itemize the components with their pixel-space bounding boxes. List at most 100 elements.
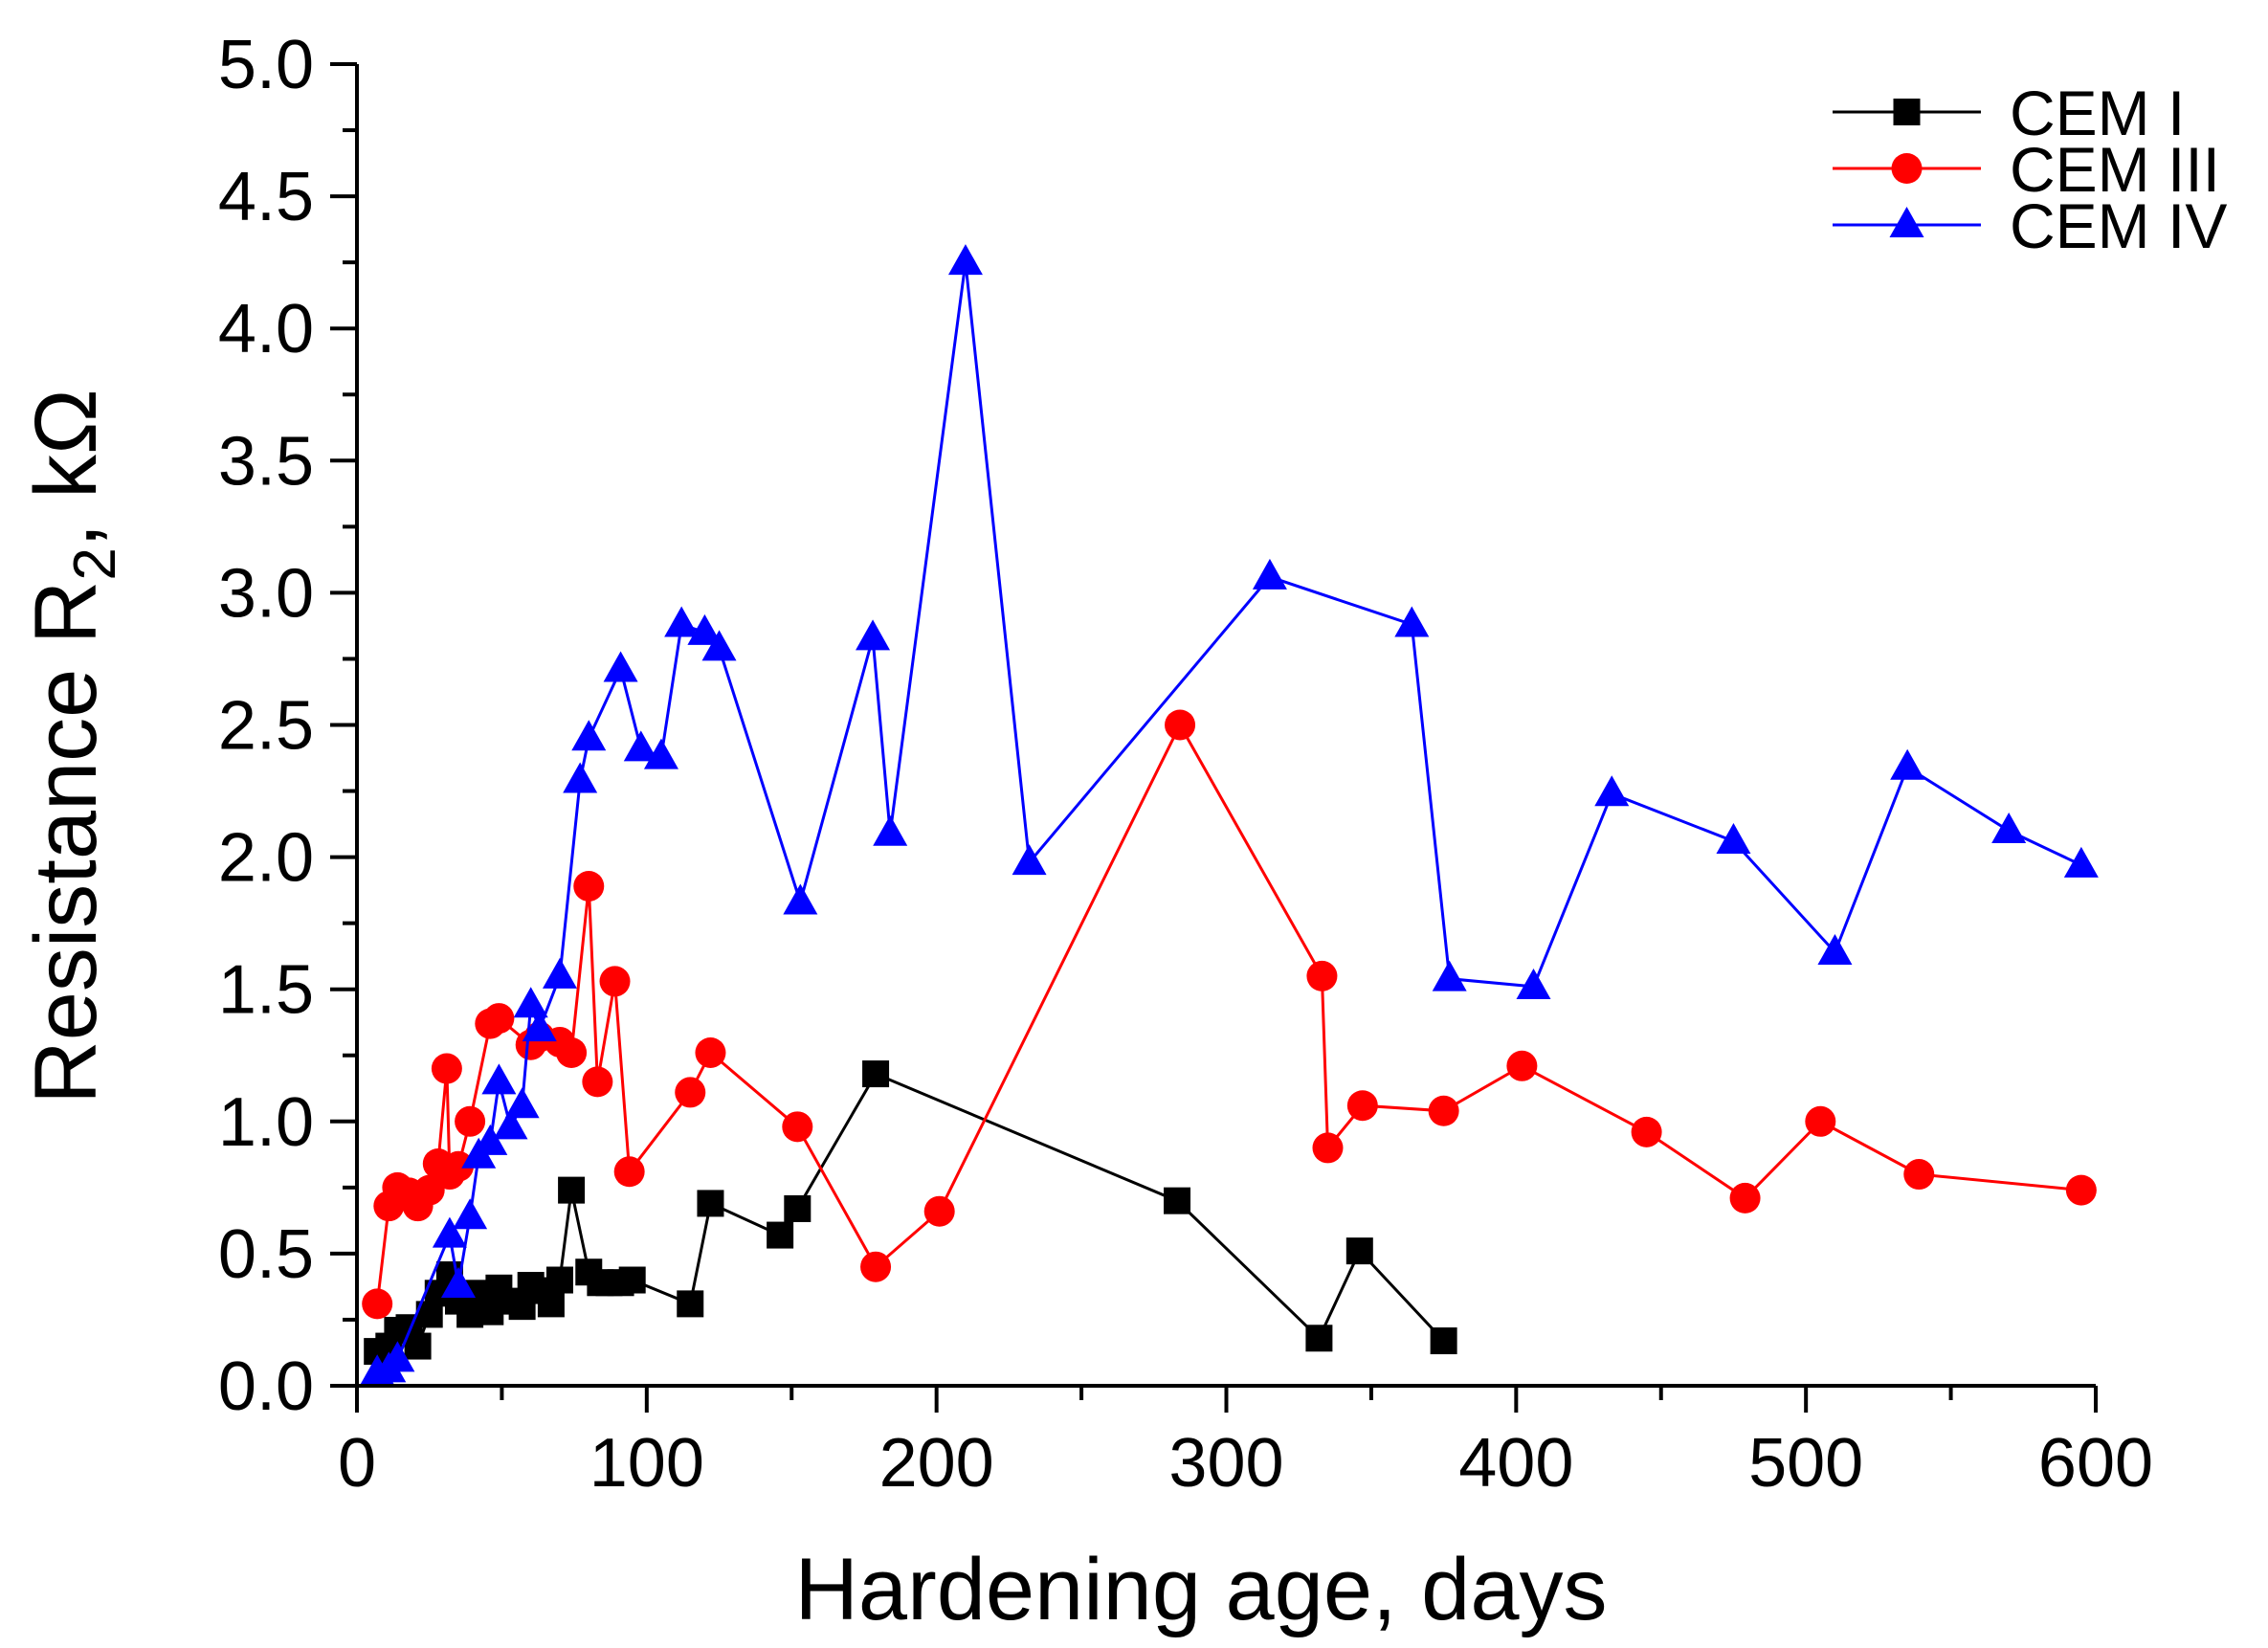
data-point-cem-iv — [1817, 934, 1853, 966]
x-tick-label: 200 — [879, 1425, 994, 1502]
data-point-cem-iii — [1312, 1132, 1344, 1164]
x-axis-title: Hardening age, days — [794, 1541, 1607, 1638]
data-point-cem-iii — [782, 1111, 813, 1143]
data-point-cem-iv — [1516, 968, 1551, 999]
data-point-cem-iv — [1991, 812, 2027, 843]
data-point-cem-iii — [483, 1003, 515, 1035]
data-point-cem-iii — [455, 1105, 486, 1137]
data-point-cem-i — [404, 1332, 432, 1360]
legend-label: CEM I — [2010, 78, 2185, 148]
y-tick-label: 4.0 — [218, 291, 314, 367]
data-point-cem-iv — [1252, 558, 1287, 590]
data-point-cem-iii — [1506, 1050, 1538, 1081]
data-point-cem-iv — [947, 244, 983, 276]
data-point-cem-iv — [571, 720, 607, 751]
data-point-cem-iii — [1903, 1159, 1935, 1191]
data-point-cem-iii — [2065, 1174, 2097, 1206]
data-point-cem-iv — [856, 619, 891, 651]
y-tick-label: 5.0 — [218, 27, 314, 103]
data-point-cem-iv — [432, 1216, 467, 1248]
y-tick-label: 3.5 — [218, 423, 314, 500]
data-point-cem-iii — [1631, 1116, 1662, 1147]
data-point-cem-iv — [873, 814, 908, 846]
data-point-cem-iii — [923, 1195, 955, 1227]
data-point-cem-i — [545, 1266, 573, 1294]
data-point-cem-i — [784, 1194, 812, 1222]
x-tick-label: 600 — [2038, 1425, 2153, 1502]
data-point-cem-iv — [687, 613, 723, 645]
data-point-cem-iii — [431, 1053, 462, 1084]
y-tick-label: 2.5 — [218, 688, 314, 765]
axes-layer: 0 100 200 300 400 500 600 0.0 0.5 1.0 1.5 2.0 2.5 3.0… — [218, 27, 2153, 1502]
y-axis-title: Resistance R2, kΩ — [17, 389, 128, 1104]
data-point-cem-iv — [542, 957, 577, 989]
data-point-cem-i — [1345, 1237, 1373, 1265]
legend-item-cem-iii: CEM III — [1833, 134, 2220, 205]
y-axis-title-subscript: 2 — [62, 547, 128, 580]
data-point-cem-iv — [473, 1124, 508, 1155]
data-point-cem-i — [537, 1290, 565, 1318]
x-tick-label: 400 — [1458, 1425, 1573, 1502]
y-axis-title-suffix: , kΩ — [17, 389, 115, 547]
data-point-cem-iii — [362, 1288, 393, 1320]
legend-label: CEM IV — [2010, 190, 2227, 261]
series-layer — [360, 244, 2099, 1386]
data-point-cem-iii — [556, 1036, 588, 1068]
y-tick-label: 4.5 — [218, 159, 314, 235]
data-point-cem-i — [697, 1190, 724, 1217]
series-cem-iv — [360, 244, 2099, 1386]
data-point-cem-iii — [599, 966, 631, 997]
data-point-cem-i — [767, 1221, 794, 1249]
data-point-cem-iii — [695, 1036, 726, 1068]
data-point-cem-iv — [563, 762, 598, 793]
data-point-cem-iv — [2063, 846, 2099, 878]
y-tick-label: 3.0 — [218, 555, 314, 632]
data-point-cem-iv — [493, 1108, 528, 1140]
data-point-cem-iv — [504, 1087, 540, 1119]
data-point-cem-i — [1430, 1327, 1457, 1355]
data-point-cem-iii — [1346, 1090, 1378, 1122]
data-point-cem-iii — [1165, 709, 1196, 741]
data-point-cem-iii — [1428, 1095, 1459, 1126]
data-point-cem-i — [677, 1290, 704, 1318]
data-point-cem-i — [618, 1266, 646, 1294]
x-tick-label: 300 — [1168, 1425, 1283, 1502]
data-point-cem-i — [862, 1060, 890, 1088]
data-point-cem-iv — [1394, 606, 1430, 637]
data-point-cem-iv — [783, 883, 818, 915]
data-point-cem-iv — [603, 651, 638, 682]
data-point-cem-iii — [1729, 1182, 1761, 1214]
x-tick-label: 0 — [338, 1425, 376, 1502]
data-point-cem-iv — [701, 630, 737, 661]
data-point-cem-iv — [1594, 775, 1630, 807]
series-cem-iii — [362, 709, 2097, 1320]
y-tick-label: 1.0 — [218, 1084, 314, 1161]
data-point-cem-iii — [860, 1251, 892, 1282]
data-point-cem-i — [1164, 1187, 1191, 1214]
series-cem-i — [364, 1060, 1457, 1366]
data-point-cem-iv — [380, 1341, 415, 1372]
data-point-cem-iii — [442, 1150, 474, 1182]
legend-item-cem-iv: CEM IV — [1833, 190, 2227, 261]
data-point-cem-iii — [613, 1156, 645, 1188]
data-point-cem-iv — [513, 987, 548, 1018]
legend-label: CEM III — [2010, 134, 2220, 205]
data-point-cem-i — [1305, 1325, 1333, 1352]
data-point-cem-iv — [453, 1198, 488, 1230]
legend-item-cem-i: CEM I — [1833, 78, 2185, 148]
data-point-cem-i — [558, 1176, 586, 1204]
legend-marker — [1889, 207, 1924, 237]
legend-marker — [1893, 99, 1921, 125]
data-point-cem-iv — [522, 1011, 557, 1042]
data-point-cem-iii — [1306, 960, 1338, 991]
data-point-cem-iv — [643, 738, 678, 769]
data-point-cem-iv — [1432, 960, 1467, 991]
y-tick-label: 0.0 — [218, 1348, 314, 1425]
data-point-cem-iii — [573, 870, 605, 902]
data-point-cem-iii — [1805, 1105, 1836, 1137]
data-point-cem-iv — [481, 1063, 517, 1095]
data-point-cem-iv — [623, 730, 658, 762]
